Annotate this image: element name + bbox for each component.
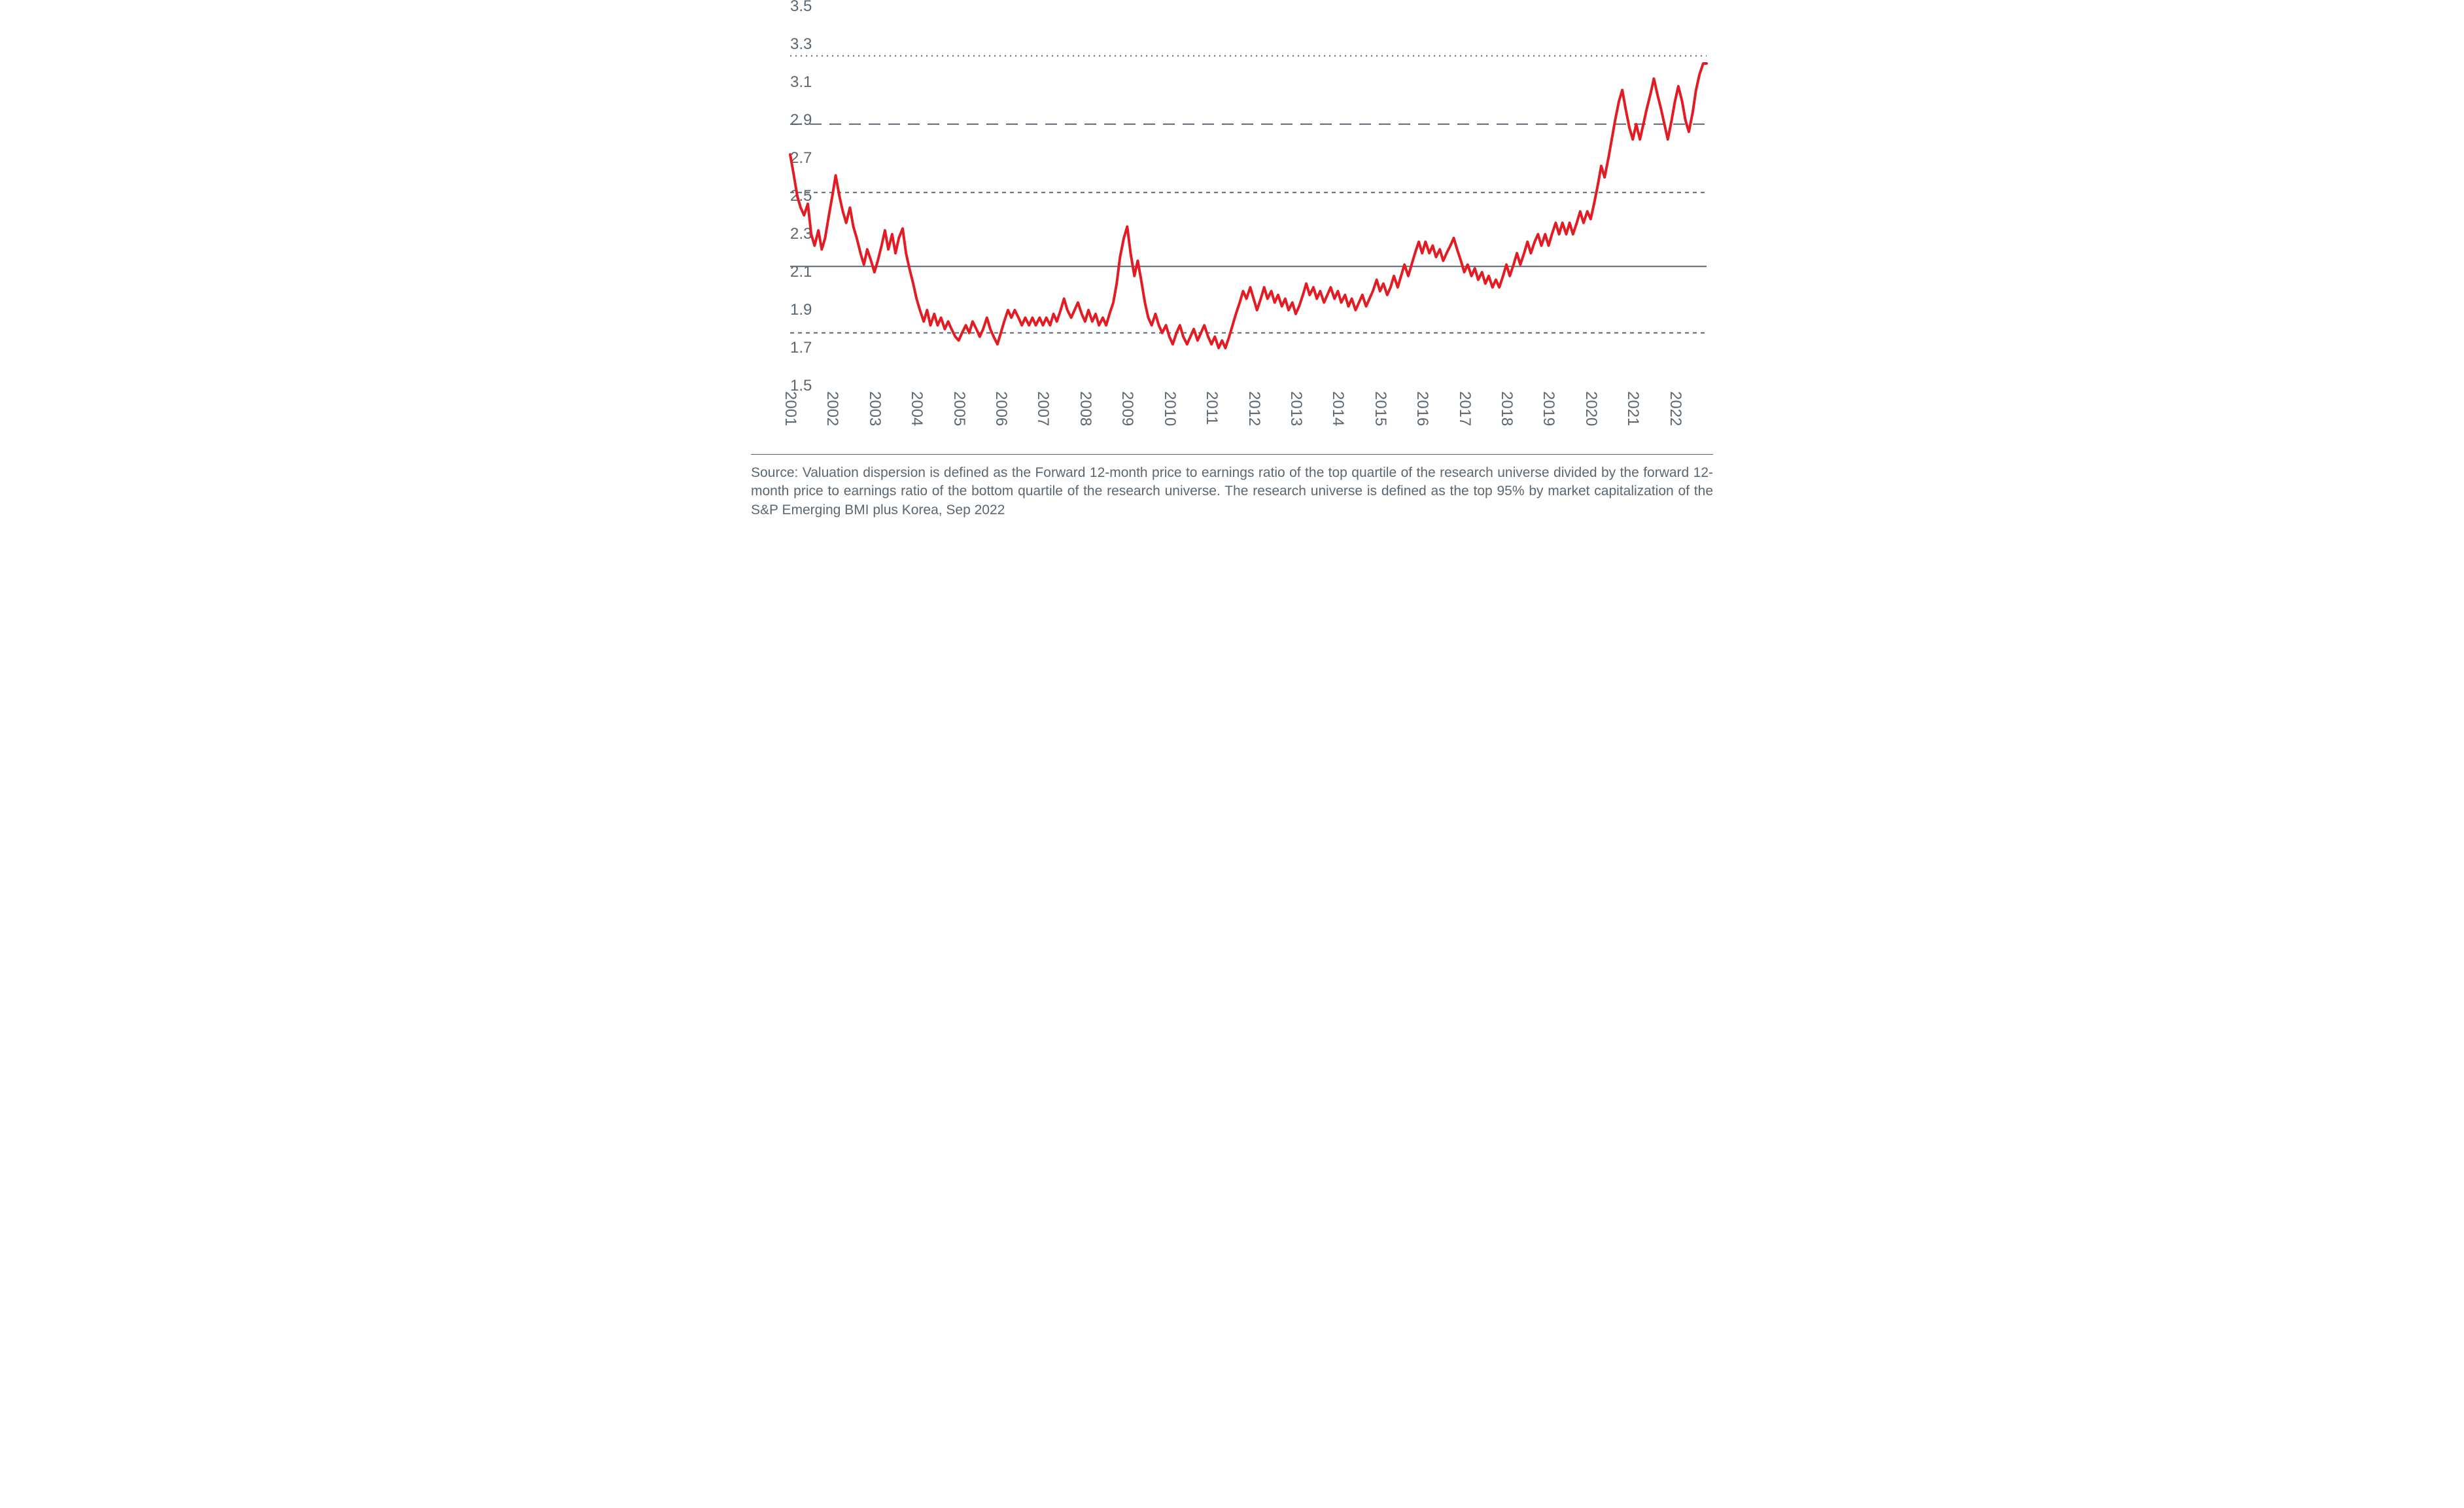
chart-plot: 1.51.71.92.12.32.52.72.93.13.33.52001200…	[751, 0, 1713, 451]
chart-plot-wrapper: 1.51.71.92.12.32.52.72.93.13.33.52001200…	[751, 0, 1713, 451]
chart-container: 1.51.71.92.12.32.52.72.93.13.33.52001200…	[751, 0, 1713, 519]
data-series-line	[790, 63, 1707, 348]
chart-caption: Source: Valuation dispersion is defined …	[751, 454, 1713, 519]
chart-svg	[751, 0, 1713, 451]
